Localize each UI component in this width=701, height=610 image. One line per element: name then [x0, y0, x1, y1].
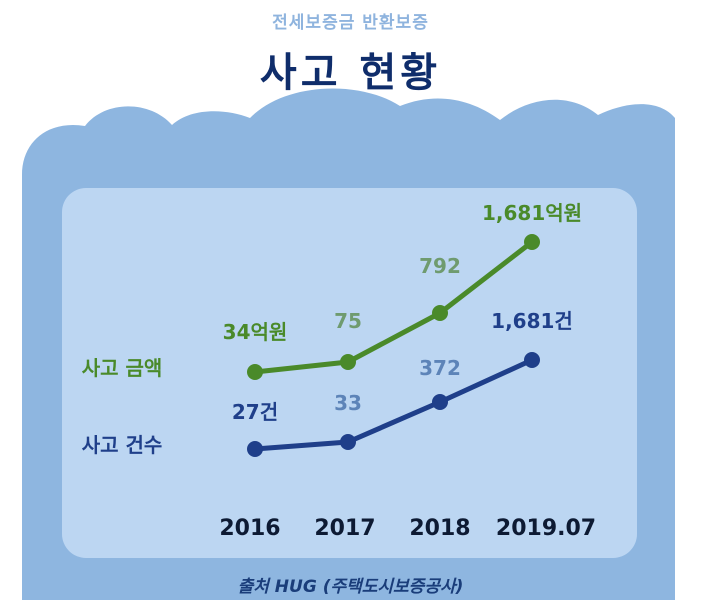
chart-panel	[62, 188, 637, 558]
data-point	[524, 352, 540, 368]
x-tick-label: 2017	[314, 516, 375, 541]
data-point	[247, 364, 263, 380]
data-label: 1,681건	[491, 309, 573, 333]
data-point	[432, 305, 448, 321]
data-label: 27건	[232, 400, 278, 424]
data-label: 75	[334, 309, 362, 333]
series-line	[252, 357, 535, 452]
series-name-label: 사고 건수	[82, 433, 163, 457]
data-point	[247, 441, 263, 457]
x-tick-label: 2018	[409, 516, 470, 541]
data-point	[340, 434, 356, 450]
x-tick-label: 2019.07	[496, 516, 596, 541]
series-name-label: 사고 금액	[82, 356, 163, 380]
data-label: 34억원	[223, 320, 288, 344]
data-label: 372	[419, 356, 461, 380]
data-label: 33	[334, 391, 362, 415]
data-label: 792	[419, 254, 461, 278]
data-point	[432, 394, 448, 410]
data-label: 1,681억원	[482, 201, 582, 225]
subtitle: 전세보증금 반환보증	[272, 13, 429, 33]
data-point	[340, 354, 356, 370]
data-point	[524, 234, 540, 250]
x-tick-label: 2016	[219, 516, 280, 541]
source-note: 출처 HUG (주택도시보증공사)	[237, 577, 464, 597]
series-line	[252, 239, 535, 375]
page-title: 사고 현황	[259, 50, 442, 96]
